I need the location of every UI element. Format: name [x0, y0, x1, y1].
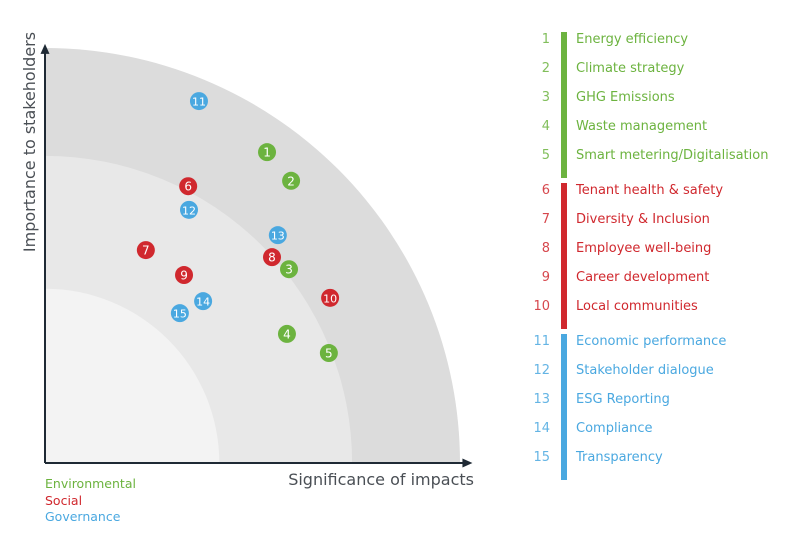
- legend-item-number: 3: [541, 90, 550, 105]
- data-point: 3: [280, 260, 299, 279]
- legend-bar-governance: [561, 334, 567, 480]
- data-point-label: 12: [182, 204, 196, 217]
- data-point-marker: [280, 260, 299, 279]
- data-point-label: 1: [263, 146, 271, 160]
- data-point-marker: [180, 200, 199, 219]
- data-point: 7: [136, 241, 155, 260]
- legend-item-number: 9: [541, 270, 550, 285]
- data-point-label: 13: [271, 230, 285, 243]
- band-inner: [45, 288, 220, 463]
- legend-item-label: Smart metering/Digitalisation: [576, 148, 769, 163]
- y-axis-arrow-icon: [40, 43, 50, 54]
- data-point-marker: [189, 92, 208, 111]
- legend-item-label: ESG Reporting: [576, 392, 670, 407]
- legend-item-label: GHG Emissions: [576, 90, 675, 105]
- legend-item-number: 4: [541, 119, 550, 134]
- data-point-label: 3: [285, 263, 293, 277]
- legend-item-number: 5: [541, 148, 550, 163]
- legend-item-label: Climate strategy: [576, 61, 685, 76]
- legend-item-label: Employee well-being: [576, 241, 712, 256]
- legend-item-number: 13: [533, 392, 550, 407]
- y-axis-label: Importance to stakeholders: [20, 32, 39, 252]
- legend-item-label: Stakeholder dialogue: [576, 363, 714, 378]
- data-point-label: 4: [283, 327, 291, 341]
- data-point-label: 6: [184, 180, 192, 194]
- data-point-marker: [319, 344, 338, 363]
- data-point-marker: [136, 241, 155, 260]
- legend-item-label: Transparency: [576, 450, 663, 465]
- legend-item-label: Career development: [576, 270, 710, 285]
- data-point: 5: [319, 344, 338, 363]
- legend-item-number: 8: [541, 241, 550, 256]
- category-social: Social: [45, 492, 83, 508]
- data-point-marker: [263, 248, 282, 267]
- data-point-label: 14: [196, 296, 210, 309]
- data-point: 9: [175, 266, 194, 285]
- data-point-marker: [321, 288, 340, 307]
- data-point-marker: [268, 226, 287, 245]
- data-point: 2: [282, 171, 301, 190]
- data-point: 4: [277, 324, 296, 343]
- legend-item-label: Local communities: [576, 299, 698, 314]
- legend-item-number: 14: [533, 421, 550, 436]
- data-point: 8: [263, 248, 282, 267]
- legend-item-number: 1: [541, 32, 550, 47]
- category-governance: Governance: [45, 509, 121, 524]
- legend-item-label: Energy efficiency: [576, 32, 689, 47]
- data-point-label: 8: [268, 251, 276, 265]
- data-point: 15: [170, 304, 189, 323]
- data-point: 6: [179, 177, 198, 196]
- category-environmental: Environmental: [45, 476, 136, 491]
- data-point: 1: [258, 143, 277, 162]
- x-axis-arrow-icon: [462, 458, 473, 468]
- legend-item-number: 12: [533, 363, 550, 378]
- data-point: 12: [180, 200, 199, 219]
- data-point-label: 7: [142, 244, 150, 258]
- data-point-label: 2: [287, 174, 295, 188]
- data-point: 13: [268, 226, 287, 245]
- data-point-label: 9: [180, 269, 188, 283]
- legend-item-label: Economic performance: [576, 334, 727, 349]
- data-point-marker: [277, 324, 296, 343]
- data-point-label: 5: [325, 347, 333, 361]
- data-point-marker: [282, 171, 301, 190]
- legend-item-number: 15: [533, 450, 550, 465]
- data-point-label: 11: [192, 96, 206, 109]
- axes: [40, 43, 473, 468]
- data-point-marker: [179, 177, 198, 196]
- data-point-marker: [258, 143, 277, 162]
- legend-item-number: 6: [541, 183, 550, 198]
- x-axis-label: Significance of impacts: [288, 470, 474, 489]
- legend-item-label: Compliance: [576, 421, 653, 436]
- legend-bar-social: [561, 183, 567, 329]
- legend-item-label: Waste management: [576, 119, 708, 134]
- legend-item-number: 11: [533, 334, 550, 349]
- data-point-label: 10: [323, 292, 337, 305]
- data-point-marker: [175, 266, 194, 285]
- legend-item-number: 10: [533, 299, 550, 314]
- materiality-bands: [45, 48, 460, 463]
- legend-bar-environmental: [561, 32, 567, 178]
- legend-item-label: Tenant health & safety: [576, 183, 724, 198]
- data-point-marker: [170, 304, 189, 323]
- legend-item-number: 2: [541, 61, 550, 76]
- data-point: 11: [189, 92, 208, 111]
- legend-item-label: Diversity & Inclusion: [576, 212, 710, 227]
- data-point: 10: [321, 288, 340, 307]
- data-point-marker: [194, 292, 213, 311]
- data-point: 14: [194, 292, 213, 311]
- data-point-label: 15: [173, 308, 187, 321]
- legend-item-number: 7: [541, 212, 550, 227]
